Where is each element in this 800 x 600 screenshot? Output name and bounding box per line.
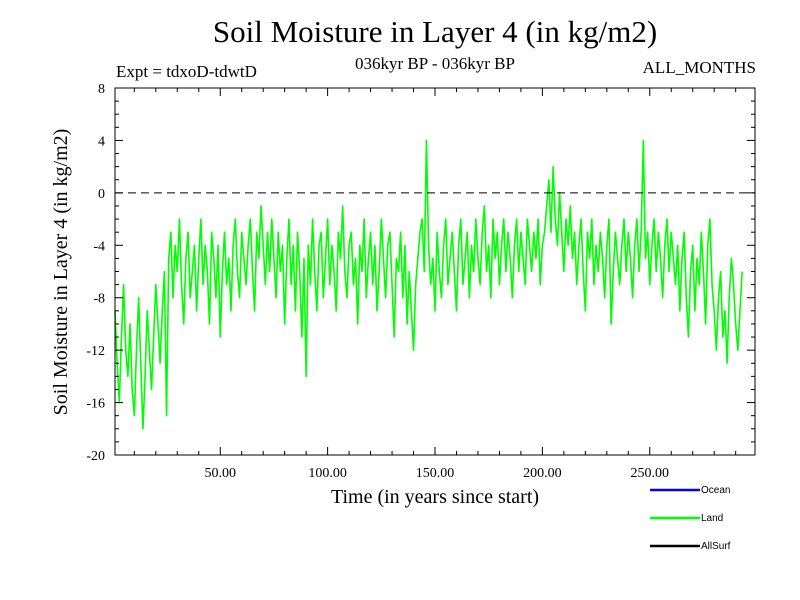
x-tick-label: 150.00 (416, 466, 455, 481)
chart-title: Soil Moisture in Layer 4 (in kg/m2) (212, 14, 658, 49)
y-tick-label: -8 (93, 292, 105, 307)
y-tick-label: 0 (98, 187, 105, 202)
y-axis-label: Soil Moisture in Layer 4 (in kg/m2) (50, 129, 72, 416)
y-tick-label: -20 (86, 449, 105, 464)
legend-label-land: Land (701, 513, 723, 524)
x-axis: 50.00 100.00 150.00 200.00 250.00 (133, 88, 737, 481)
y-tick-label: 4 (98, 134, 105, 149)
x-tick-label: 100.00 (308, 466, 347, 481)
legend: Ocean Land AllSurf (650, 485, 731, 552)
y-tick-label: -4 (93, 239, 105, 254)
period-label: 036kyr BP - 036kyr BP (355, 54, 515, 73)
x-tick-label: 50.00 (204, 466, 236, 481)
x-tick-label: 250.00 (631, 466, 670, 481)
y-tick-label: -16 (86, 397, 105, 412)
y-axis: -20 -16 -12 -8 -4 0 4 8 (86, 82, 755, 464)
legend-label-ocean: Ocean (701, 485, 730, 496)
y-tick-label: 8 (98, 82, 105, 97)
legend-label-allsurf: AllSurf (701, 541, 731, 552)
plot-area (114, 87, 756, 456)
y-tick-label: -12 (86, 344, 105, 359)
experiment-label: Expt = tdxoD-tdwtD (116, 62, 257, 81)
x-axis-label: Time (in years since start) (331, 486, 539, 508)
months-label: ALL_MONTHS (642, 58, 756, 77)
x-tick-label: 200.00 (523, 466, 562, 481)
series-line-land (114, 139, 743, 430)
